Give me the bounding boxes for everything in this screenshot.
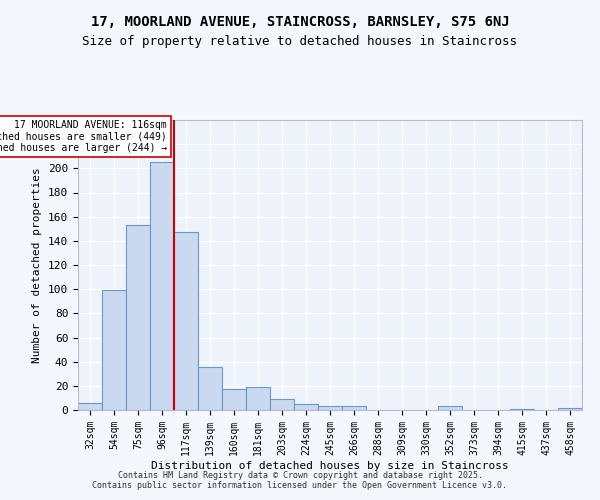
- Bar: [510, 409, 534, 410]
- Text: Contains HM Land Registry data © Crown copyright and database right 2025.
Contai: Contains HM Land Registry data © Crown c…: [92, 470, 508, 490]
- Text: 17, MOORLAND AVENUE, STAINCROSS, BARNSLEY, S75 6NJ: 17, MOORLAND AVENUE, STAINCROSS, BARNSLE…: [91, 15, 509, 29]
- Bar: [222, 390, 246, 410]
- Bar: [342, 406, 366, 410]
- Text: Size of property relative to detached houses in Staincross: Size of property relative to detached ho…: [83, 35, 517, 48]
- Bar: [174, 232, 198, 410]
- Bar: [150, 162, 174, 410]
- Bar: [558, 408, 582, 410]
- Bar: [318, 406, 342, 410]
- Bar: [270, 399, 294, 410]
- Bar: [198, 366, 222, 410]
- Bar: [102, 290, 126, 410]
- Bar: [246, 387, 270, 410]
- Bar: [126, 225, 150, 410]
- Y-axis label: Number of detached properties: Number of detached properties: [32, 167, 43, 363]
- Bar: [438, 406, 462, 410]
- X-axis label: Distribution of detached houses by size in Staincross: Distribution of detached houses by size …: [151, 460, 509, 470]
- Text: 17 MOORLAND AVENUE: 116sqm
← 65% of detached houses are smaller (449)
35% of sem: 17 MOORLAND AVENUE: 116sqm ← 65% of deta…: [0, 120, 167, 153]
- Bar: [78, 403, 102, 410]
- Bar: [294, 404, 318, 410]
